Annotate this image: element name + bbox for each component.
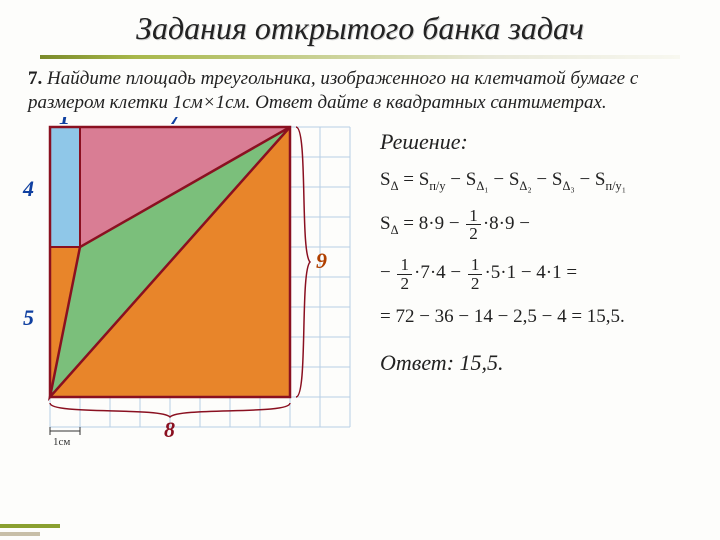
svg-text:1: 1 (59, 117, 70, 129)
svg-text:5: 5 (23, 305, 34, 330)
geometry-figure: 1 7 4 5 9 8 1см (20, 117, 360, 477)
equation-1: SΔ = Sп/у − SΔ₁ − SΔ₂ − SΔ₃ − Sп/у₁ (380, 169, 700, 194)
svg-text:1см: 1см (53, 436, 70, 448)
problem-body: Найдите площадь треугольника, изображенн… (28, 68, 638, 113)
solution-block: Решение: SΔ = Sп/у − SΔ₁ − SΔ₂ − SΔ₃ − S… (360, 117, 700, 477)
page-title: Задания открытого банка задач (0, 0, 720, 47)
corner-accent (0, 516, 60, 540)
solution-label: Решение: (380, 129, 700, 155)
equation-4: = 72 − 36 − 14 − 2,5 − 4 = 15,5. (380, 306, 700, 328)
problem-text: 7. Найдите площадь треугольника, изображ… (0, 59, 720, 115)
svg-text:9: 9 (316, 248, 327, 273)
svg-text:7: 7 (170, 117, 182, 129)
equation-3: − 12·7·4 − 12·5·1 − 4·1 = (380, 256, 700, 291)
answer-label: Ответ: 15,5. (380, 350, 700, 376)
problem-number: 7. (28, 68, 42, 89)
svg-text:8: 8 (164, 417, 175, 442)
svg-text:4: 4 (22, 176, 34, 201)
equation-2: SΔ = 8·9 − 12·8·9 − (380, 207, 700, 242)
